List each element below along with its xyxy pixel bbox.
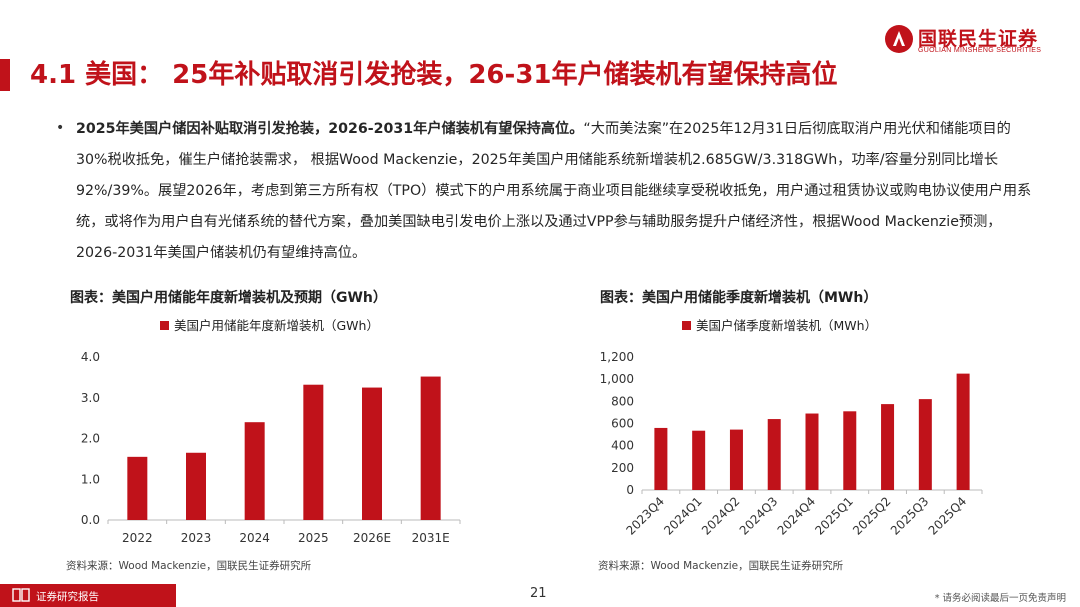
y-tick-label: 4.0 [81, 350, 100, 364]
chart1-source: 资料来源：Wood Mackenzie，国联民生证券研究所 [66, 560, 312, 572]
bar [881, 404, 895, 490]
legend-swatch [682, 321, 691, 330]
page-number: 21 [530, 586, 547, 601]
y-tick-label: 0.0 [81, 513, 100, 527]
bar [767, 419, 781, 490]
x-tick-label: 2024Q4 [775, 494, 819, 538]
logo-name-cn: 国联民生证券 [918, 28, 1039, 50]
body-lead: 2025年美国户储因补贴取消引发抢装，2026-2031年户储装机有望保持高位。 [76, 121, 584, 137]
disclaimer-text: * 请务必阅读最后一页免责声明 [934, 593, 1066, 604]
logo-name-en: GUOLIAN MINSHENG SECURITIES [918, 47, 1042, 54]
quarterly-install-chart: 美国户储季度新增装机（MWh） 0 200 400 600 800 1,000 1,200 20… [600, 318, 983, 538]
x-tick-label: 2024 [239, 531, 270, 545]
legend-label: 美国户用储能年度新增装机（GWh） [174, 318, 379, 333]
title-accent-bar [0, 59, 10, 91]
bar [805, 413, 819, 490]
y-tick-label: 1.0 [81, 472, 100, 486]
chart2-title: 图表：美国户用储能季度新增装机（MWh） [600, 290, 878, 306]
bar [244, 422, 265, 520]
x-tick-label: 2024Q3 [737, 494, 781, 538]
bar [420, 376, 441, 520]
bar [303, 384, 324, 520]
bar [956, 373, 970, 490]
bar [654, 427, 668, 490]
bullet-dot: • [56, 120, 65, 136]
body-text: “大而美法案”在2025年12月31日后彻底取消户用光伏和储能项目的30%税收抵… [76, 121, 1032, 261]
page-title: 4.1 美国： 25年补贴取消引发抢装，26-31年户储装机有望保持高位 [30, 60, 838, 90]
logo-mark-icon [885, 25, 913, 53]
bar [843, 411, 857, 490]
bar [362, 387, 382, 520]
bar [127, 456, 148, 520]
y-tick-label: 400 [611, 439, 634, 453]
x-tick-label: 2025Q4 [926, 494, 970, 538]
y-tick-label: 800 [611, 394, 634, 408]
chart1-title: 图表：美国户用储能年度新增装机及预期（GWh） [70, 290, 387, 306]
legend-swatch [160, 321, 169, 330]
chart2-source: 资料来源：Wood Mackenzie，国联民生证券研究所 [598, 560, 844, 572]
x-tick-label: 2026E [353, 531, 391, 545]
y-tick-label: 200 [611, 461, 634, 475]
annual-install-chart: 美国户用储能年度新增装机（GWh） 0.0 1.0 2.0 3.0 4.0 2022 2023… [81, 318, 461, 545]
y-tick-label: 600 [611, 417, 634, 431]
x-tick-label: 2025Q3 [888, 494, 932, 538]
x-tick-label: 2031E [412, 531, 450, 545]
book-icon [12, 588, 30, 602]
bar [918, 399, 932, 490]
body-paragraph: 2025年美国户储因补贴取消引发抢装，2026-2031年户储装机有望保持高位。… [76, 114, 1036, 269]
bar [729, 429, 743, 490]
y-tick-label: 0 [626, 483, 634, 497]
x-tick-label: 2023 [181, 531, 212, 545]
x-tick-label: 2025 [298, 531, 329, 545]
y-tick-label: 3.0 [81, 391, 100, 405]
footer-label: 证券研究报告 [36, 591, 99, 603]
x-tick-label: 2024Q2 [699, 494, 743, 538]
footer-band [0, 584, 176, 607]
legend-label: 美国户储季度新增装机（MWh） [696, 318, 877, 333]
y-tick-label: 1,000 [600, 372, 634, 386]
y-tick-label: 2.0 [81, 432, 100, 446]
x-tick-label: 2025Q2 [850, 494, 894, 538]
x-tick-label: 2023Q4 [623, 494, 667, 538]
bar [692, 430, 706, 490]
y-tick-label: 1,200 [600, 350, 634, 364]
x-tick-label: 2025Q1 [812, 494, 856, 538]
bar [186, 452, 206, 520]
x-tick-label: 2024Q1 [661, 494, 705, 538]
x-tick-label: 2022 [122, 531, 153, 545]
brand-logo: 国联民生证券 GUOLIAN MINSHENG SECURITIES [884, 22, 1054, 58]
